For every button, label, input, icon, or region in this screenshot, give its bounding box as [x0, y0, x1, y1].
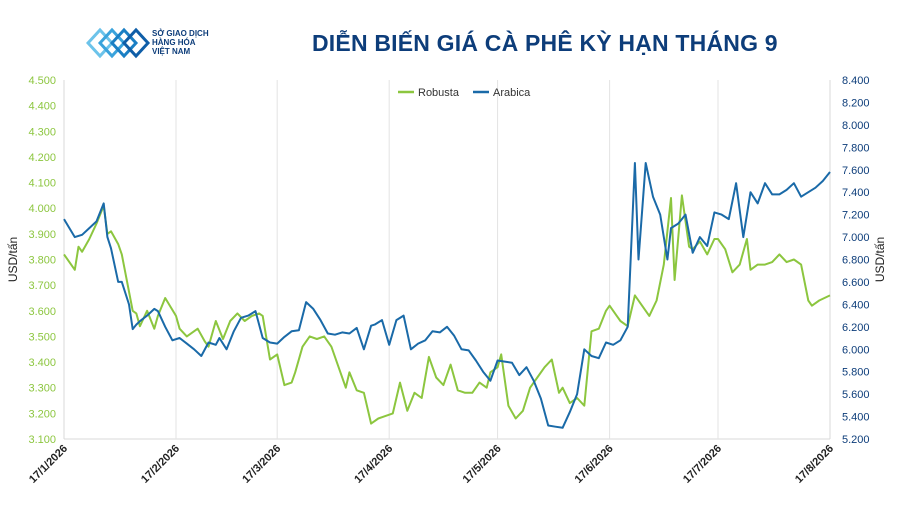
- y-left-tick-label: 4.500: [28, 75, 56, 87]
- y-right-tick-label: 5.200: [842, 434, 870, 446]
- y-right-tick-label: 6.600: [842, 277, 870, 289]
- y-axis-left: 3.100 3.200 3.300 3.400 3.500 3.600 3.700 3.800…: [6, 75, 56, 446]
- x-tick-label: 17/8/2026: [793, 443, 836, 486]
- y-right-tick-label: 7.600: [842, 165, 870, 177]
- x-tick-label: 17/3/2026: [240, 443, 283, 486]
- y-right-tick-label: 6.800: [842, 255, 870, 267]
- x-tick-label: 17/6/2026: [573, 443, 616, 486]
- y-left-tick-label: 3.500: [28, 331, 56, 343]
- logo-text: SỞ GIAO DỊCH HÀNG HÓA VIỆT NAM: [152, 29, 209, 56]
- y-left-tick-label: 4.300: [28, 126, 56, 138]
- legend-label-arabica: Arabica: [493, 87, 531, 99]
- y-left-tick-label: 4.100: [28, 178, 56, 190]
- logo-mark-icon: [86, 27, 151, 59]
- logo-line-2: HÀNG HÓA: [152, 38, 196, 47]
- x-tick-label: 17/1/2026: [27, 443, 70, 486]
- series-line-robusta: [63, 194, 831, 425]
- logo-line-1: SỞ GIAO DỊCH: [152, 29, 209, 38]
- y-right-tick-label: 5.400: [842, 412, 870, 424]
- y-right-tick-label: 8.400: [842, 75, 870, 87]
- y-left-tick-label: 4.000: [28, 203, 56, 215]
- y-right-tick-label: 6.400: [842, 299, 870, 311]
- y-axis-right-label: USD/tấn: [873, 237, 887, 282]
- x-tick-label: 17/4/2026: [352, 443, 395, 486]
- y-left-tick-label: 3.700: [28, 280, 56, 292]
- y-axis-left-label: USD/tấn: [6, 237, 20, 282]
- logo: [86, 27, 151, 59]
- x-tick-label: 17/5/2026: [461, 443, 504, 486]
- y-right-tick-label: 7.400: [842, 187, 870, 199]
- legend-label-robusta: Robusta: [418, 87, 460, 99]
- y-left-tick-label: 4.400: [28, 101, 56, 113]
- grid-lines: [63, 80, 831, 440]
- y-left-tick-label: 3.100: [28, 434, 56, 446]
- x-axis: 17/1/2026 17/2/2026 17/3/2026 17/4/2026 17/5…: [27, 443, 836, 486]
- series-lines: [63, 162, 831, 429]
- y-right-tick-label: 8.200: [842, 97, 870, 109]
- y-left-tick-label: 3.800: [28, 255, 56, 267]
- y-left-tick-label: 3.400: [28, 357, 56, 369]
- y-right-tick-label: 8.000: [842, 120, 870, 132]
- y-right-tick-label: 7.200: [842, 210, 870, 222]
- x-tick-label: 17/7/2026: [681, 443, 724, 486]
- logo-line-3: VIỆT NAM: [152, 47, 191, 56]
- y-right-tick-label: 5.600: [842, 389, 870, 401]
- y-right-tick-label: 6.000: [842, 344, 870, 356]
- y-left-tick-label: 3.300: [28, 383, 56, 395]
- x-tick-label: 17/2/2026: [139, 443, 182, 486]
- y-right-tick-label: 5.800: [842, 367, 870, 379]
- y-right-tick-label: 7.000: [842, 232, 870, 244]
- legend: Robusta Arabica: [398, 87, 531, 99]
- y-left-tick-label: 4.200: [28, 152, 56, 164]
- chart-title: DIỄN BIẾN GIÁ CÀ PHÊ KỲ HẠN THÁNG 9: [312, 30, 778, 56]
- y-right-tick-label: 6.200: [842, 322, 870, 334]
- y-left-tick-label: 3.200: [28, 408, 56, 420]
- y-right-tick-label: 7.800: [842, 142, 870, 154]
- y-axis-right: 5.200 5.400 5.600 5.800 6.000 6.200 6.400 6.600…: [842, 75, 887, 446]
- series-line-arabica: [63, 162, 831, 429]
- y-left-tick-label: 3.900: [28, 229, 56, 241]
- y-left-tick-label: 3.600: [28, 306, 56, 318]
